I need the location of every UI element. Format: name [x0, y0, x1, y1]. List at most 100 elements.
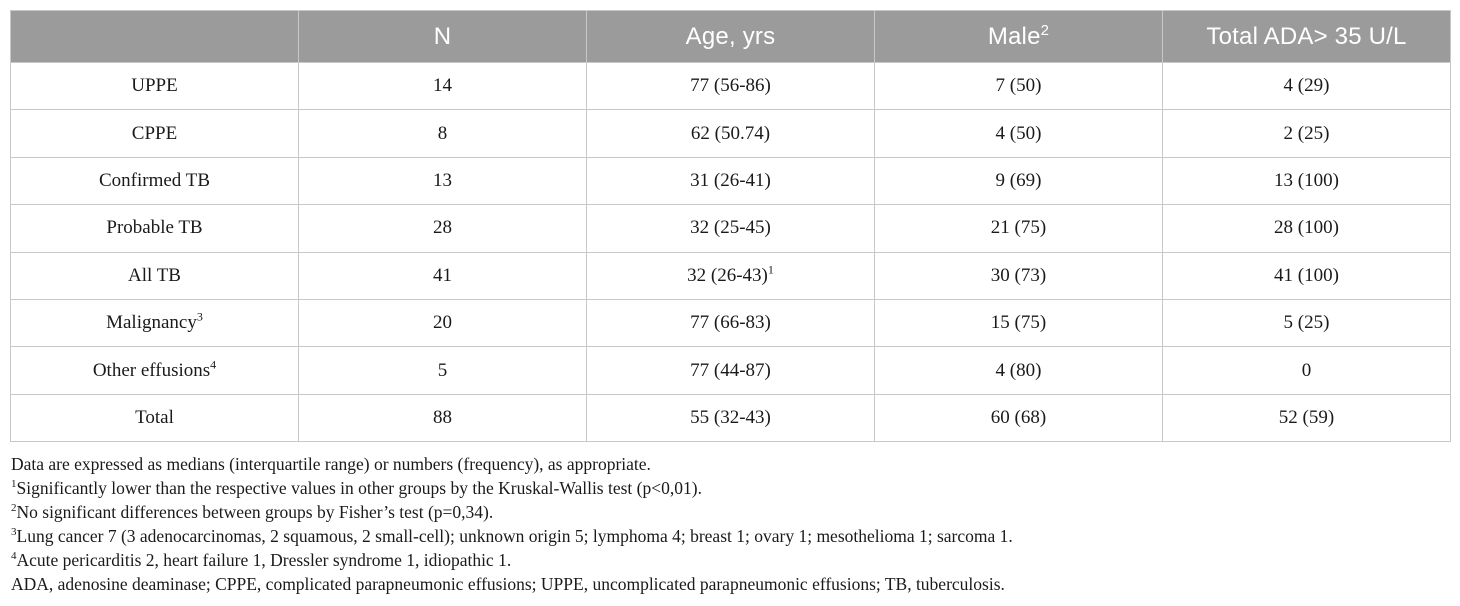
age-cell-text: 62 (50.74) — [690, 122, 771, 144]
n-cell: 88 — [298, 393, 587, 443]
male-cell: 4 (80) — [874, 346, 1163, 395]
ada-cell-text: 4 (29) — [1283, 75, 1330, 97]
ada-cell-text: 41 (100) — [1274, 264, 1339, 286]
age-cell: 55 (32-43) — [586, 393, 875, 443]
group-cell-text: Probable TB — [106, 217, 203, 239]
group-cell-text: All TB — [128, 264, 181, 286]
footnote-line: 1Significantly lower than the respective… — [11, 476, 1451, 500]
ada-cell: 13 (100) — [1162, 156, 1451, 206]
age-cell: 77 (56-86) — [586, 61, 875, 111]
header-row: N Age, yrs Male2 Total ADA> 35 U/L — [10, 10, 1451, 63]
ada-cell: 4 (29) — [1162, 61, 1451, 111]
n-cell-text: 88 — [433, 406, 452, 428]
table-row: Total 88 55 (32-43) 60 (68) 52 (59) — [10, 393, 1451, 443]
group-cell-text: Malignancy — [106, 312, 197, 334]
data-table: N Age, yrs Male2 Total ADA> 35 U/L UPPE 1… — [10, 10, 1451, 443]
n-cell: 13 — [298, 156, 587, 206]
ada-cell-text: 52 (59) — [1278, 406, 1335, 428]
ada-cell-text: 5 (25) — [1283, 312, 1330, 334]
n-cell-text: 28 — [433, 217, 452, 239]
footnote-marker: 3 — [11, 526, 17, 539]
footnote-line: 3Lung cancer 7 (3 adenocarcinomas, 2 squ… — [11, 524, 1451, 548]
n-cell: 5 — [298, 346, 587, 395]
n-cell-text: 13 — [433, 169, 452, 191]
footnote-text: Data are expressed as medians (interquar… — [11, 454, 651, 474]
male-cell: 15 (75) — [874, 298, 1163, 348]
footnote-line: ADA, adenosine deaminase; CPPE, complica… — [11, 572, 1451, 596]
group-cell: CPPE — [10, 109, 299, 158]
ada-cell: 5 (25) — [1162, 298, 1451, 348]
n-cell-text: 5 — [437, 359, 448, 381]
male-cell-text: 21 (75) — [990, 217, 1047, 239]
footnote-line: 4Acute pericarditis 2, heart failure 1, … — [11, 548, 1451, 572]
ada-cell-text: 0 — [1301, 359, 1312, 381]
male-cell: 30 (73) — [874, 251, 1163, 300]
age-cell-text: 77 (56-86) — [690, 75, 771, 97]
group-cell: Other effusions4 — [10, 346, 299, 395]
ada-cell: 41 (100) — [1162, 251, 1451, 300]
header-cell-blank — [10, 10, 299, 63]
table-container: N Age, yrs Male2 Total ADA> 35 U/L UPPE 1… — [10, 10, 1451, 443]
footnote-ref: 4 — [210, 357, 217, 372]
group-cell: Probable TB — [10, 204, 299, 253]
header-cell-age: Age, yrs — [586, 10, 875, 63]
age-cell-text: 32 (26-43) — [687, 264, 768, 286]
table-row: CPPE 8 62 (50.74) 4 (50) 2 (25) — [10, 109, 1451, 158]
male-cell-text: 4 (50) — [995, 122, 1042, 144]
group-cell-text: UPPE — [131, 75, 178, 97]
footnote-marker: 4 — [11, 550, 17, 563]
age-cell-text: 31 (26-41) — [690, 169, 771, 191]
table-row: Confirmed TB 13 31 (26-41) 9 (69) 13 (100) — [10, 156, 1451, 206]
ada-cell: 0 — [1162, 346, 1451, 395]
n-cell-text: 41 — [433, 264, 452, 286]
footnote-text: Lung cancer 7 (3 adenocarcinomas, 2 squa… — [16, 526, 1013, 546]
group-cell: UPPE — [10, 61, 299, 111]
table-body: UPPE 14 77 (56-86) 7 (50) 4 (29) CPPE 8 62 (50.… — [10, 61, 1451, 443]
ada-cell-text: 2 (25) — [1283, 122, 1330, 144]
footnote-ref: 3 — [196, 309, 203, 324]
footnote-text: No significant differences between group… — [16, 502, 494, 522]
male-cell-text: 9 (69) — [995, 169, 1042, 191]
table-row: Other effusions4 5 77 (44-87) 4 (80) 0 — [10, 346, 1451, 395]
n-cell: 14 — [298, 61, 587, 111]
age-cell-text: 77 (66-83) — [690, 312, 771, 334]
age-cell: 62 (50.74) — [586, 109, 875, 158]
header-cell-ada: Total ADA> 35 U/L — [1162, 10, 1451, 63]
group-cell: Malignancy3 — [10, 298, 299, 348]
male-cell-text: 30 (73) — [990, 264, 1047, 286]
footnote-ref: 2 — [1040, 21, 1050, 39]
header-cell-n: N — [298, 10, 587, 63]
age-cell: 32 (25-45) — [586, 204, 875, 253]
male-cell: 4 (50) — [874, 109, 1163, 158]
ada-cell-text: 28 (100) — [1274, 217, 1339, 239]
n-cell-text: 8 — [437, 122, 448, 144]
table-row: Probable TB 28 32 (25-45) 21 (75) 28 (100) — [10, 204, 1451, 253]
table-row: UPPE 14 77 (56-86) 7 (50) 4 (29) — [10, 61, 1451, 111]
ada-cell-text: 13 (100) — [1274, 169, 1339, 191]
group-cell-text: CPPE — [131, 122, 178, 144]
male-cell-text: 7 (50) — [995, 75, 1042, 97]
male-cell: 7 (50) — [874, 61, 1163, 111]
footnote-line: 2No significant differences between grou… — [11, 500, 1451, 524]
age-cell: 77 (44-87) — [586, 346, 875, 395]
group-cell: All TB — [10, 251, 299, 300]
age-cell-text: 77 (44-87) — [690, 359, 771, 381]
n-cell: 8 — [298, 109, 587, 158]
footnote-ref: 1 — [767, 262, 774, 277]
n-cell: 28 — [298, 204, 587, 253]
male-cell: 60 (68) — [874, 393, 1163, 443]
group-cell-text: Total — [135, 406, 174, 428]
male-cell-text: 15 (75) — [990, 312, 1047, 334]
ada-cell: 52 (59) — [1162, 393, 1451, 443]
group-cell: Confirmed TB — [10, 156, 299, 206]
footnote-line: Data are expressed as medians (interquar… — [11, 452, 1451, 476]
header-cell-male: Male2 — [874, 10, 1163, 63]
ada-cell: 28 (100) — [1162, 204, 1451, 253]
n-cell: 20 — [298, 298, 587, 348]
footnote-marker: 2 — [11, 502, 17, 515]
male-cell-text: 60 (68) — [990, 406, 1047, 428]
footnote-text: Significantly lower than the respective … — [16, 478, 702, 498]
age-cell: 31 (26-41) — [586, 156, 875, 206]
group-cell: Total — [10, 393, 299, 443]
footnote-text: Acute pericarditis 2, heart failure 1, D… — [16, 550, 512, 570]
